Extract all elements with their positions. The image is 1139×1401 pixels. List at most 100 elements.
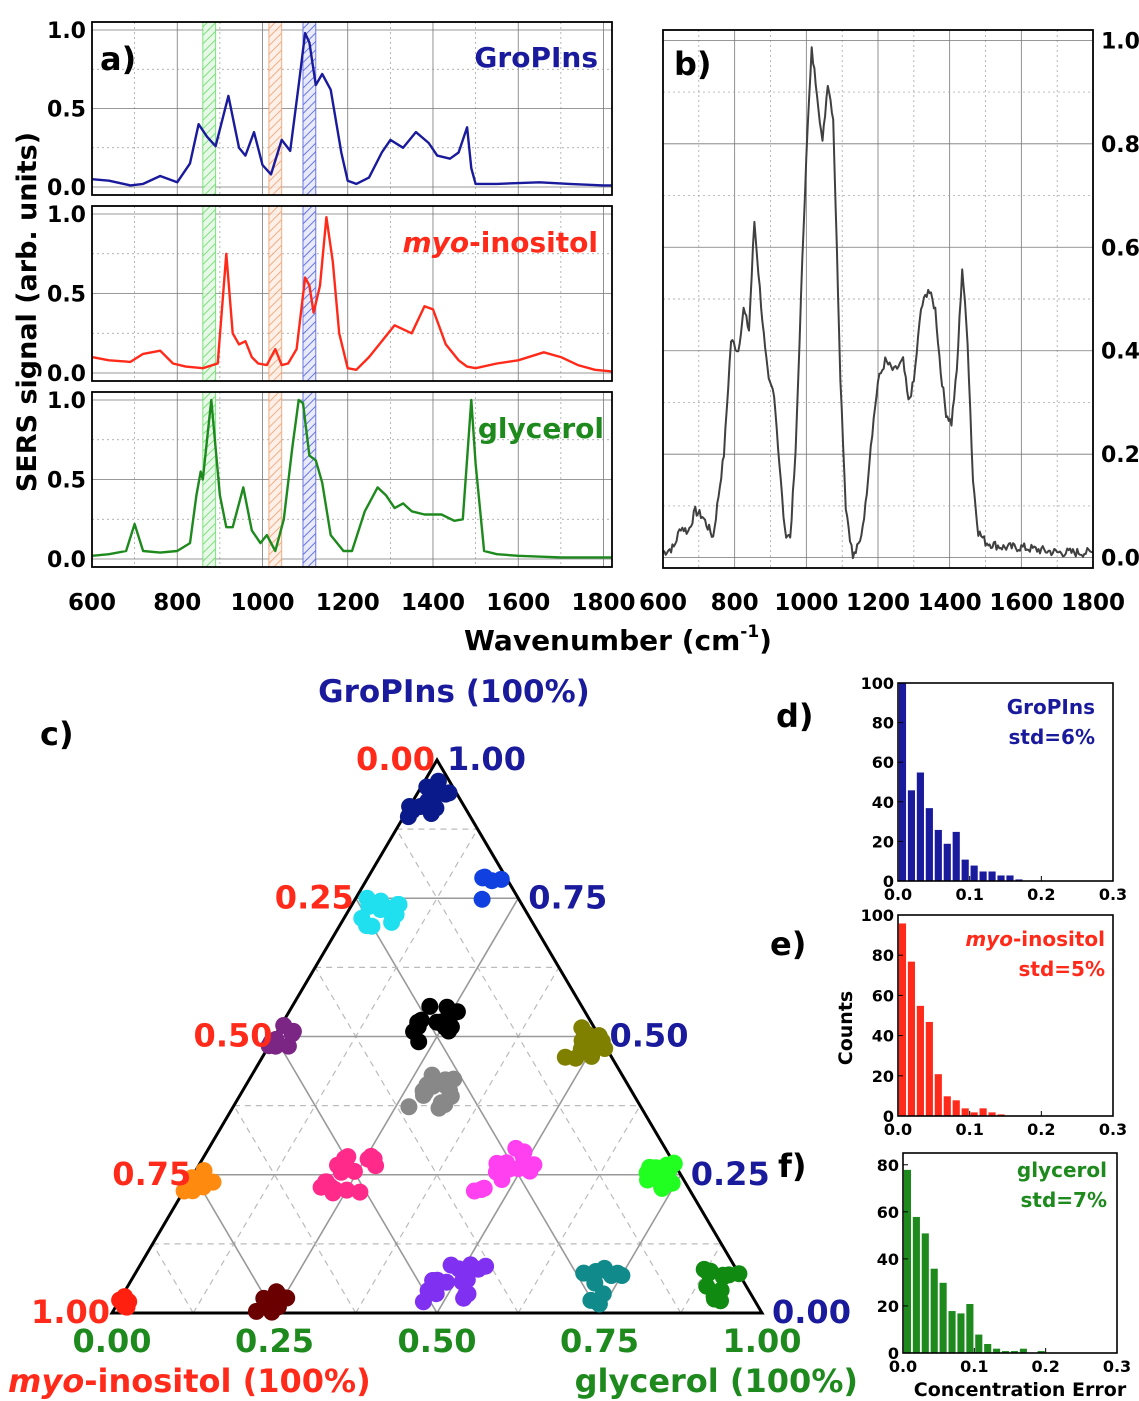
right-tick-label: 0.00: [772, 1293, 851, 1331]
y-tick-label: 0.6: [1101, 236, 1139, 261]
panel-label: a): [100, 40, 136, 78]
hist-std-label: std=5%: [1019, 957, 1106, 981]
grid-line: [192, 828, 479, 1314]
ternary-point: [455, 1289, 473, 1307]
hist-series-label-part: myo: [965, 927, 1013, 951]
series-label-part: -inositol: [469, 226, 598, 259]
panel-c-ternary-plot: 0.00 1.000.000.25 0.750.250.50 0.500.500.75…: [8, 674, 858, 1400]
highlight-band: [202, 21, 217, 196]
x-tick-label: 0.1: [955, 1120, 983, 1139]
ternary-point: [351, 1183, 369, 1201]
ternary-point: [400, 1098, 418, 1116]
ternary-top-label: GroPIns (100%): [318, 674, 590, 710]
y-tick-label: 1.0: [47, 389, 86, 414]
panel-label: c): [40, 715, 74, 753]
grid-line: [152, 1243, 194, 1314]
ternary-point: [338, 1181, 356, 1199]
left-tick-label: 0.75: [112, 1155, 191, 1193]
x-tick-label: 1800: [571, 590, 635, 616]
plot-frame: [902, 1152, 1118, 1354]
plot-frame: [897, 682, 1114, 882]
x-tick-label: 0.2: [1031, 1357, 1059, 1376]
y-tick-label: 100: [861, 906, 894, 925]
panel-label: d): [776, 697, 814, 735]
grid-line: [598, 1174, 682, 1314]
histogram-bar: [942, 1095, 952, 1117]
ternary-point: [650, 1162, 668, 1180]
ternary-left-label-part: -inositol (100%): [84, 1362, 371, 1400]
y-tick-label: 0.5: [47, 469, 86, 494]
ternary-point: [613, 1267, 631, 1284]
y-tick-label: 80: [872, 946, 894, 965]
right-tick-label: 0.25: [691, 1155, 770, 1193]
series-label-part: GroPIns: [474, 41, 598, 74]
ternary-point: [567, 1049, 585, 1067]
ternary-point: [430, 1099, 448, 1117]
ternary-point: [586, 1274, 604, 1292]
y-tick-label: 0.4: [1101, 340, 1139, 365]
x-tick-label: 1600: [989, 590, 1053, 616]
histogram-bar: [956, 1312, 966, 1354]
plot-frame: [662, 29, 1094, 569]
ternary-point: [492, 870, 510, 888]
grid-line: [314, 967, 519, 1314]
histogram-bar: [933, 1073, 943, 1117]
ternary-point: [579, 1026, 597, 1043]
ternary-right-label: glycerol (100%): [575, 1362, 858, 1400]
ternary-point: [423, 1066, 441, 1084]
y-tick-label: 60: [877, 1203, 899, 1222]
y-tick-label: 0.8: [1101, 133, 1139, 158]
histogram-bar: [898, 922, 907, 1117]
y-tick-label: 40: [872, 793, 894, 812]
hist-series-label-part: -inositol: [1013, 927, 1105, 951]
histogram-bar: [947, 1310, 957, 1354]
y-tick-label: 80: [872, 714, 894, 733]
panel-e-histogram: 0 20 40 60 80 100 0.0 0.1 0.2 0.3 myo-inositol std=…: [770, 906, 1127, 1139]
y-tick-label: 0: [883, 872, 894, 891]
ternary-point: [453, 1273, 471, 1291]
shared-xlabel: Wavenumber (cm-1): [464, 622, 772, 657]
grid-line: [680, 1243, 722, 1314]
x-tick-label: 0.2: [1027, 885, 1055, 904]
y-tick-label: 0.0: [47, 176, 86, 201]
plot-frame: [91, 21, 613, 196]
highlight-band: [268, 205, 283, 382]
ternary-point: [655, 1176, 673, 1194]
y-tick-label: 60: [872, 986, 894, 1005]
y-tick-label: 0: [883, 1107, 894, 1126]
shared-ylabel: SERS signal (arb. units): [12, 132, 43, 492]
y-tick-label: 0: [888, 1344, 899, 1363]
x-tick-label: 1600: [486, 590, 550, 616]
ternary-point: [509, 1160, 527, 1178]
grid-line: [395, 828, 682, 1314]
plot-frame: [91, 391, 613, 568]
ternary-point: [436, 1076, 454, 1094]
y-tick-label: 0.2: [1101, 443, 1139, 468]
ternary-point: [332, 1163, 350, 1181]
y-tick-label: 20: [877, 1297, 899, 1316]
histogram-bar: [978, 870, 988, 882]
x-tick-label: 800: [711, 590, 759, 616]
y-tick-label: 0.0: [1101, 547, 1139, 572]
y-tick-label: 80: [877, 1156, 899, 1175]
ternary-point: [384, 899, 402, 917]
histogram-bar: [942, 842, 952, 882]
x-tick-label: 800: [153, 590, 201, 616]
y-tick-label: 0.5: [47, 283, 86, 308]
y-tick-label: 20: [872, 832, 894, 851]
series-label: myo-inositol: [402, 226, 598, 259]
ternary-point: [473, 890, 491, 908]
hist-std-label: std=6%: [1009, 725, 1096, 749]
right-tick-label: 1.00: [447, 740, 526, 778]
ternary-point: [410, 1033, 428, 1051]
histogram-bar: [903, 1169, 912, 1354]
histogram-bar: [920, 1232, 930, 1354]
y-tick-label: 1.0: [1101, 29, 1139, 54]
ternary-point: [338, 1149, 356, 1167]
left-tick-label: 0.00: [356, 740, 435, 778]
x-tick-label: 0.3: [1103, 1357, 1131, 1376]
histogram-bar: [929, 1267, 939, 1354]
x-tick-label: 0.2: [1027, 1120, 1055, 1139]
ternary-point: [429, 772, 447, 790]
